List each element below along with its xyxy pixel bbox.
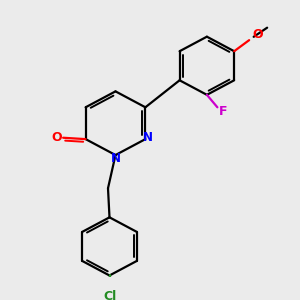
Text: N: N — [110, 152, 121, 165]
Text: O: O — [252, 28, 263, 41]
Text: O: O — [51, 131, 62, 144]
Text: N: N — [143, 131, 153, 144]
Text: Cl: Cl — [103, 290, 116, 300]
Text: F: F — [218, 105, 227, 118]
